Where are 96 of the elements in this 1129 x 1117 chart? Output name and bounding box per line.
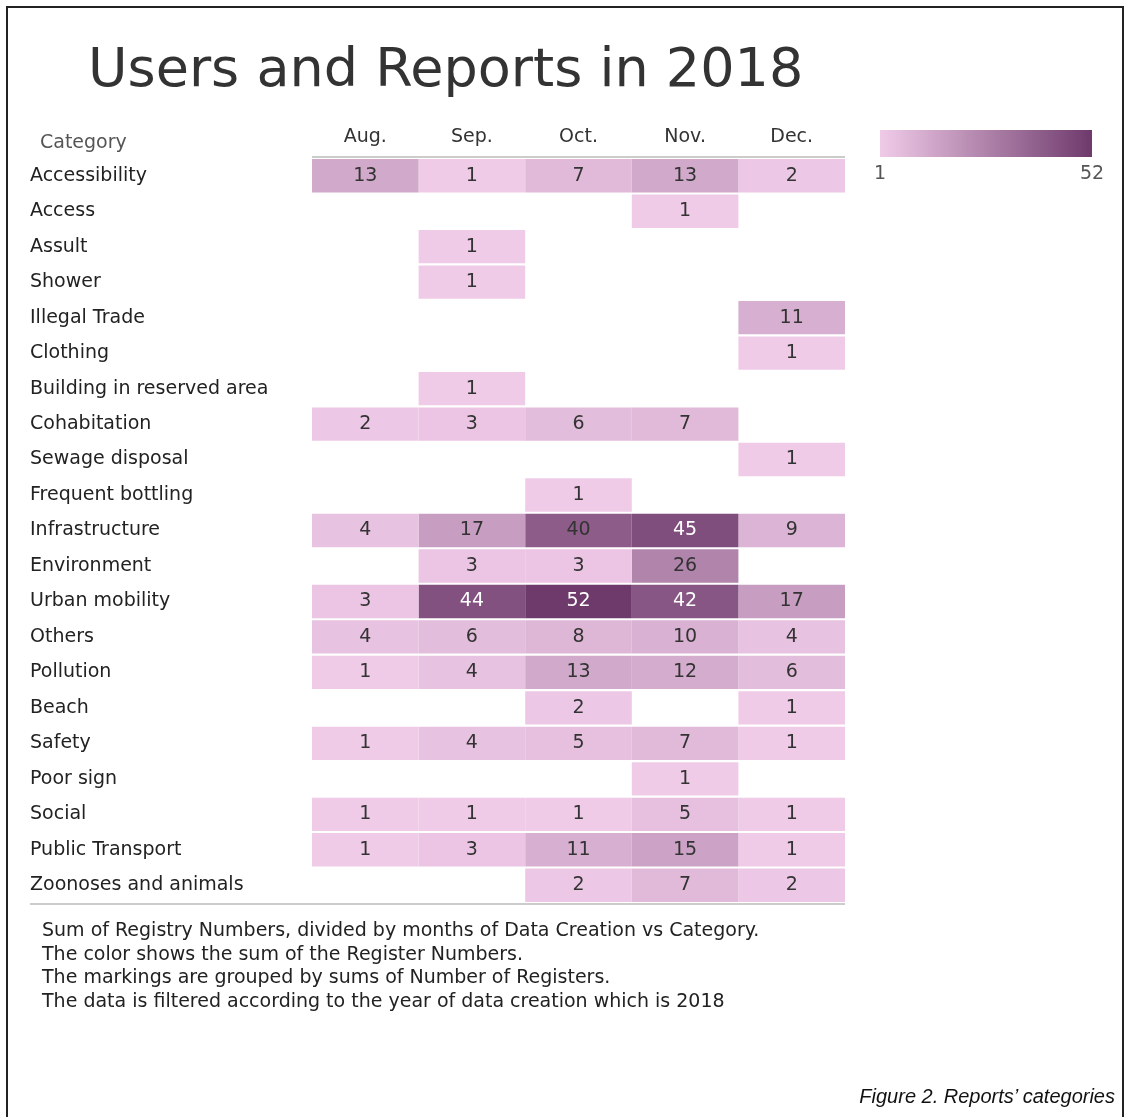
data-label: 1 [572,481,585,504]
data-label: 1 [785,694,798,717]
data-label: 8 [572,623,585,646]
x-tick-label: Dec. [770,123,814,146]
data-label: 1 [679,198,692,221]
data-label: 3 [465,836,478,859]
data-label: 6 [572,411,585,434]
data-label: 1 [465,375,478,398]
data-label: 1 [359,730,372,753]
data-label: 3 [572,552,585,575]
data-label: 13 [673,162,698,185]
text: The markings are grouped by sums of Number of Registers. [42,965,612,989]
y-tick-label: Social [30,801,87,824]
data-label: 1 [785,446,798,469]
data-label: 1 [359,801,372,824]
data-label: 6 [785,659,798,682]
data-label: 7 [679,730,692,753]
data-label: 17 [459,517,484,540]
data-label: 1 [785,340,798,363]
data-label: 4 [359,517,372,540]
y-tick-label: Safety [30,730,91,753]
data-label: 4 [359,623,372,646]
y-tick-label: Others [30,623,94,646]
color-bar-label: 52 [1079,161,1105,184]
caption: Figure 2. Reports’ categories [859,1085,1115,1108]
y-tick-label: Poor sign [30,765,118,788]
data-label: 1 [785,801,798,824]
data-label: 2 [572,694,585,717]
data-label: 42 [673,588,698,611]
data-label: 5 [572,730,585,753]
data-label: 52 [566,588,591,611]
x-tick-label: Sep. [450,123,493,146]
data-label: 4 [785,623,798,646]
data-label: 3 [465,552,478,575]
y-tick-label: Beach [30,694,89,717]
data-label: 9 [785,517,798,540]
data-label: 7 [679,411,692,434]
y-tick-label: Urban mobility [30,588,171,611]
chart-title: Users and Reports in 2018 [88,36,804,99]
y-tick-label: Clothing [30,340,110,363]
data-label: 2 [359,411,372,434]
data-label: 2 [785,162,798,185]
y-tick-label: Sewage disposal [30,446,189,469]
y-tick-label: Accessibility [30,162,147,185]
data-label: 17 [779,588,804,611]
data-label: 4 [465,659,478,682]
x-tick-label: Oct. [559,123,598,146]
data-label: 1 [465,269,478,292]
data-label: 2 [785,872,798,895]
data-label: 7 [679,872,692,895]
x-tick-label: Nov. [664,123,706,146]
data-label: 12 [673,659,698,682]
data-label: 11 [566,836,591,859]
data-label: 40 [566,517,591,540]
data-label: 1 [785,836,798,859]
data-label: 11 [779,304,804,327]
text: The color shows the sum of the Register Numbers. [42,941,525,965]
y-tick-label: Cohabitation [30,411,152,434]
data-label: 45 [673,517,698,540]
y-tick-label: Public Transport [30,836,182,859]
y-tick-label: Pollution [30,659,112,682]
data-label: 6 [465,623,478,646]
data-label: 13 [353,162,378,185]
data-label: 1 [465,801,478,824]
data-label: 1 [465,162,478,185]
data-label: 5 [679,801,692,824]
y-tick-label: Building in reserved area [30,375,269,398]
y-tick-label: Access [30,198,96,221]
data-label: 3 [465,411,478,434]
data-label: 1 [359,836,372,859]
y-tick-label: Zoonoses and animals [30,872,244,895]
y-tick-label: Shower [30,269,101,292]
y-tick-label: Infrastructure [30,517,161,540]
y-axis-title: Category [40,130,127,152]
data-label: 1 [785,730,798,753]
text: Sum of Registry Numbers, divided by months of Data Creation vs Category. [42,918,760,942]
data-label: 3 [359,588,372,611]
y-tick-label: Illegal Trade [30,304,145,327]
data-label: 4 [465,730,478,753]
color-bar-label: 1 [873,161,887,184]
data-label: 10 [673,623,698,646]
y-tick-label: Assult [30,233,88,256]
data-label: 15 [673,836,698,859]
data-label: 7 [572,162,585,185]
y-tick-label: Environment [30,552,152,575]
data-label: 1 [465,233,478,256]
data-label: 44 [459,588,484,611]
data-label: 26 [673,552,698,575]
data-label: 1 [679,765,692,788]
x-tick-label: Aug. [343,123,387,146]
y-tick-label: Frequent bottling [30,481,194,504]
data-label: 1 [572,801,585,824]
data-label: 13 [566,659,591,682]
data-label: 2 [572,872,585,895]
data-label: 1 [359,659,372,682]
text: The data is filtered according to the year of data creation which is 2018 [42,988,726,1012]
